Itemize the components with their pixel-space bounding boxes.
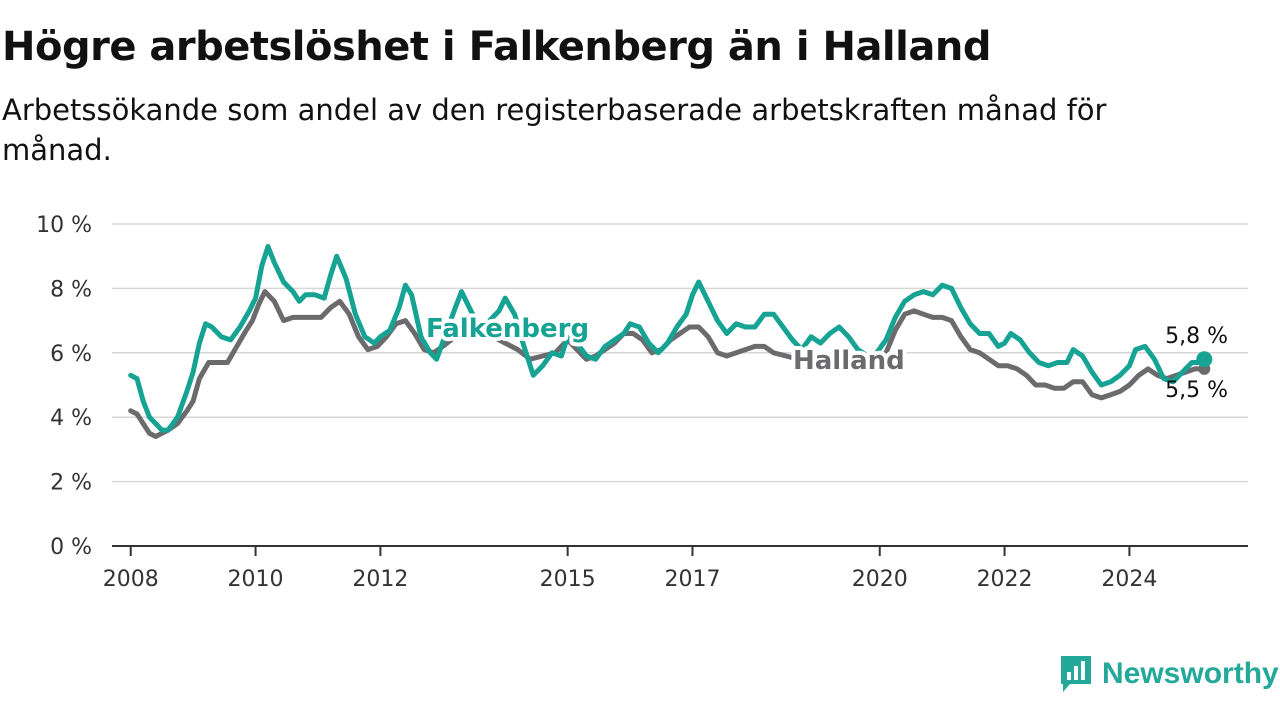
series-labels: Halland Falkenberg 5,8 % 5,5 %	[422, 310, 1228, 403]
series-lines	[128, 244, 1207, 439]
x-tick-label: 2017	[664, 567, 720, 592]
chart-bubble-icon	[1061, 656, 1091, 692]
x-tick-label: 2024	[1101, 567, 1157, 592]
brand-name: Newsworthy	[1102, 657, 1279, 690]
y-tick-label: 6 %	[50, 342, 92, 367]
x-tick-label: 2012	[352, 567, 408, 592]
x-tick-label: 2015	[540, 567, 596, 592]
y-tick-label: 2 %	[50, 471, 92, 496]
x-tick-label: 2008	[103, 567, 159, 592]
y-tick-label: 4 %	[50, 406, 92, 431]
y-tick-label: 8 %	[50, 277, 92, 302]
x-tick-label: 2010	[228, 567, 284, 592]
newsworthy-logo: Newsworthy	[1058, 654, 1279, 694]
x-axis: 2008 2010 2012 2015 2017 2020 2022 2024	[103, 545, 1248, 592]
series-label-falkenberg: Falkenberg	[426, 314, 589, 344]
end-value-halland: 5,5 %	[1165, 378, 1228, 403]
gridlines	[112, 223, 1248, 483]
y-axis-tick-labels: 0 % 2 % 4 % 6 % 8 % 10 %	[36, 213, 92, 560]
x-tick-label: 2022	[977, 567, 1033, 592]
y-tick-label: 10 %	[36, 213, 92, 238]
end-value-falkenberg: 5,8 %	[1165, 324, 1228, 349]
y-tick-label: 0 %	[50, 535, 92, 560]
series-label-halland: Halland	[793, 346, 905, 376]
chart-title: Högre arbetslöshet i Falkenberg än i Hal…	[2, 24, 991, 70]
series-line-falkenberg	[128, 244, 1207, 433]
end-marker-falkenberg	[1196, 351, 1213, 368]
chart-subtitle: Arbetssökande som andel av den registerb…	[2, 93, 1107, 167]
x-tick-label: 2020	[852, 567, 908, 592]
series-line-halland	[128, 289, 1207, 439]
